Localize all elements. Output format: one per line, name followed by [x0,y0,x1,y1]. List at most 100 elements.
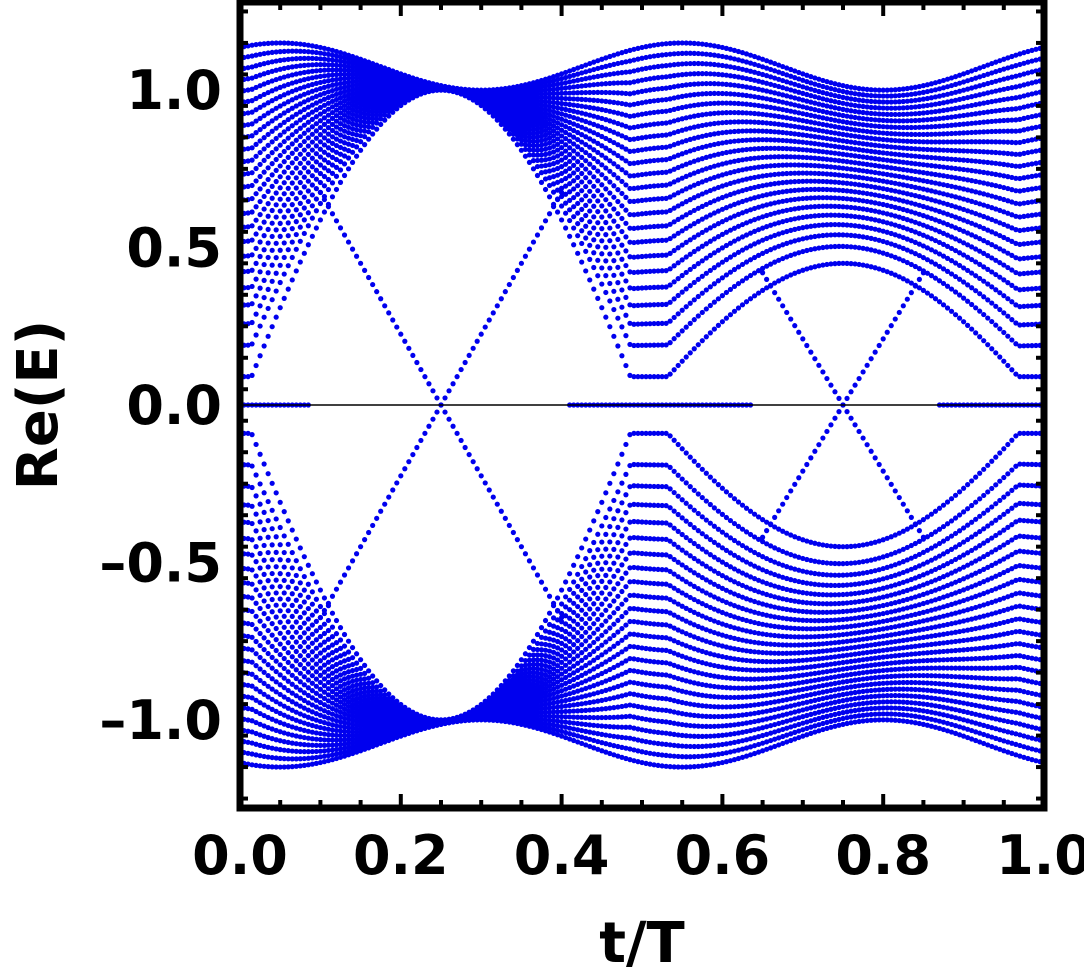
data-point [281,602,287,608]
data-point [321,621,328,627]
data-point [277,233,283,239]
data-point [349,142,356,149]
data-point [305,669,311,675]
data-point [301,130,307,136]
data-point [245,430,251,436]
data-point [313,62,319,68]
data-point [249,182,255,189]
data-point [313,80,319,87]
data-point [293,128,299,135]
data-point [317,642,323,648]
data-point [623,541,629,548]
data-point [575,583,581,589]
data-point [265,616,271,622]
data-point [253,84,259,91]
data-point [337,683,344,689]
data-point [293,684,299,690]
data-point [325,176,332,183]
data-point [358,681,364,687]
data-point [281,703,287,709]
data-point [353,695,360,701]
data-point [313,159,319,165]
data-point [329,62,336,68]
data-point [623,510,629,516]
data-point [607,579,613,585]
data-point [305,127,311,133]
data-point [333,707,340,714]
data-point [554,595,561,601]
data-point [261,527,267,533]
data-point [615,280,621,286]
data-point [599,192,605,198]
data-point [603,273,609,279]
data-point [289,72,295,78]
data-point [349,692,356,699]
data-point [285,247,291,253]
data-point [297,134,303,140]
data-point [317,679,323,686]
data-point [281,48,287,54]
data-point [269,584,275,590]
data-point [289,160,295,166]
data-point [309,649,315,655]
data-point [619,353,625,359]
data-point [301,84,307,90]
data-point [329,757,336,763]
data-point [265,100,271,106]
data-point [345,680,352,686]
data-point [313,74,319,80]
data-point [333,130,340,136]
data-point [317,587,323,593]
data-point [587,219,593,225]
data-point [321,165,328,171]
data-point [297,78,303,84]
data-point [337,645,344,652]
data-point [349,750,356,757]
data-point [285,678,291,684]
data-point [269,150,275,156]
data-point [325,627,332,634]
data-point [313,637,319,643]
data-point [281,148,287,155]
data-point [273,40,279,46]
data-point [273,135,279,142]
data-point [333,640,340,646]
data-point [591,286,597,292]
data-point [599,566,605,572]
data-point [245,210,251,216]
data-point [321,108,328,115]
data-point [301,174,307,180]
data-point [321,714,328,720]
data-point [261,646,267,653]
data-point [611,586,617,592]
data-point [329,642,336,648]
data-point [301,106,307,113]
data-point [297,55,303,62]
data-point [337,728,344,734]
data-point [325,100,332,106]
data-point [245,580,251,586]
data-point [571,186,577,192]
data-point [245,717,251,723]
data-point [317,139,323,145]
data-point [253,719,259,726]
data-point [245,238,251,244]
data-point [297,653,303,659]
data-point [345,166,352,172]
data-point [607,225,613,231]
data-point [277,755,283,761]
data-point [265,188,271,194]
data-point [305,735,311,741]
data-point [281,645,287,651]
data-point [587,527,593,533]
data-point [333,742,340,748]
data-point [329,747,336,753]
data-point [249,209,255,215]
data-point [341,117,348,124]
data-point [285,640,291,646]
data-point [253,153,259,159]
data-point [341,737,348,743]
data-point [615,554,621,560]
data-point [317,62,323,68]
data-point [305,635,311,641]
